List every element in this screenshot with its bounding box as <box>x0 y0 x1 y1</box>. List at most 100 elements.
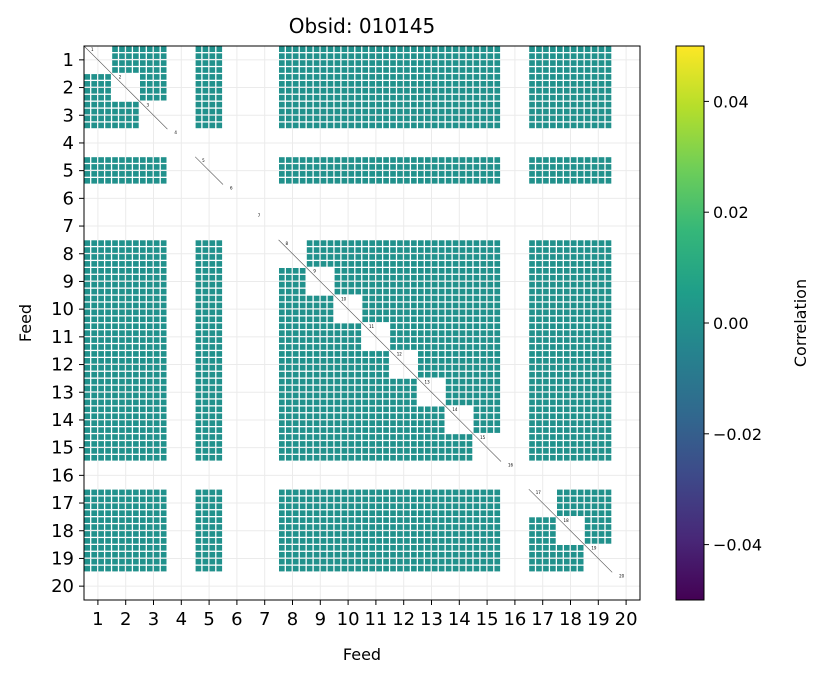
heatmap-cell <box>119 344 125 350</box>
heatmap-cell <box>536 538 542 544</box>
heatmap-cell <box>341 551 348 558</box>
heatmap-cell <box>146 385 153 392</box>
heatmap-cell <box>369 510 375 516</box>
heatmap-cell <box>355 448 362 454</box>
heatmap-cell <box>313 330 320 336</box>
heatmap-cell <box>202 448 209 454</box>
heatmap-cell <box>306 94 313 101</box>
heatmap-cell <box>459 67 466 73</box>
heatmap-cell <box>563 364 570 371</box>
heatmap-cell <box>411 288 417 295</box>
heatmap-cell <box>584 510 591 516</box>
heatmap-cell <box>133 323 139 330</box>
heatmap-cell <box>397 53 403 59</box>
heatmap-cell <box>418 510 424 516</box>
heatmap-cell <box>146 87 153 94</box>
heatmap-cell <box>195 351 202 357</box>
heatmap-cell <box>591 392 598 399</box>
heatmap-cell <box>133 538 139 544</box>
heatmap-cell <box>105 101 111 108</box>
heatmap-cell <box>570 302 577 309</box>
heatmap-cell <box>279 538 285 544</box>
heatmap-cell <box>140 358 146 364</box>
heatmap-cell <box>146 316 153 323</box>
heatmap-cell <box>431 254 438 260</box>
heatmap-cell <box>292 60 299 66</box>
heatmap-cell <box>348 87 355 94</box>
heatmap-cell <box>299 378 306 385</box>
heatmap-cell <box>397 302 403 309</box>
heatmap-cell <box>438 177 445 184</box>
heatmap-cell <box>411 316 417 323</box>
heatmap-cell <box>153 164 160 170</box>
heatmap-cell <box>355 558 362 565</box>
heatmap-cell <box>598 323 605 330</box>
heatmap-cell <box>327 551 334 558</box>
heatmap-cell <box>292 565 299 572</box>
heatmap-cell <box>445 531 452 537</box>
heatmap-cell <box>355 87 362 94</box>
heatmap-cell <box>320 295 327 302</box>
heatmap-cell <box>160 171 167 177</box>
heatmap-cell <box>376 274 382 281</box>
heatmap-cell <box>202 358 209 364</box>
heatmap-cell <box>397 60 403 66</box>
heatmap-cell <box>140 434 146 440</box>
heatmap-cell <box>480 344 487 350</box>
heatmap-cell <box>473 81 480 87</box>
heatmap-cell <box>494 53 501 59</box>
heatmap-cell <box>397 74 403 80</box>
heatmap-cell <box>473 240 480 246</box>
heatmap-cell <box>598 101 605 108</box>
heatmap-cell <box>557 503 563 510</box>
heatmap-cell <box>105 261 111 267</box>
heatmap-cell <box>146 67 153 73</box>
heatmap-cell <box>216 385 223 392</box>
heatmap-cell <box>570 164 577 170</box>
heatmap-cell <box>285 434 292 440</box>
heatmap-cell <box>466 503 473 510</box>
heatmap-cell <box>299 53 306 59</box>
heatmap-cell <box>279 371 285 378</box>
heatmap-cell <box>570 87 577 94</box>
heatmap-cell <box>313 558 320 565</box>
heatmap-cell <box>216 108 223 115</box>
heatmap-cell <box>341 503 348 510</box>
heatmap-cell <box>216 281 223 288</box>
heatmap-cell <box>445 94 452 101</box>
heatmap-cell <box>459 309 466 316</box>
heatmap-cell <box>279 420 285 426</box>
heatmap-cell <box>341 164 348 170</box>
y-tick-label: 13 <box>51 382 74 403</box>
heatmap-cell <box>146 371 153 378</box>
heatmap-cell <box>334 108 341 115</box>
heatmap-cell <box>459 538 466 544</box>
heatmap-cell <box>411 427 417 433</box>
heatmap-cell <box>487 288 494 295</box>
heatmap-cell <box>438 309 445 316</box>
heatmap-cell <box>202 87 209 94</box>
heatmap-cell <box>105 517 111 523</box>
heatmap-cell <box>279 288 285 295</box>
heatmap-cell <box>341 524 348 530</box>
heatmap-cell <box>557 489 563 496</box>
heatmap-cell <box>383 254 389 260</box>
heatmap-cell <box>299 94 306 101</box>
heatmap-cell <box>355 81 362 87</box>
heatmap-cell <box>411 517 417 523</box>
heatmap-cell <box>390 496 396 503</box>
heatmap-cell <box>598 240 605 246</box>
heatmap-cell <box>550 274 556 281</box>
heatmap-cell <box>84 288 91 295</box>
heatmap-cell <box>466 330 473 336</box>
diagonal-label: 19 <box>591 546 597 551</box>
heatmap-cell <box>480 254 487 260</box>
heatmap-cell <box>348 108 355 115</box>
heatmap-cell <box>404 87 410 94</box>
heatmap-cell <box>327 81 334 87</box>
heatmap-cell <box>119 108 125 115</box>
heatmap-cell <box>563 53 570 59</box>
heatmap-cell <box>376 503 382 510</box>
heatmap-cell <box>445 81 452 87</box>
heatmap-cell <box>292 558 299 565</box>
